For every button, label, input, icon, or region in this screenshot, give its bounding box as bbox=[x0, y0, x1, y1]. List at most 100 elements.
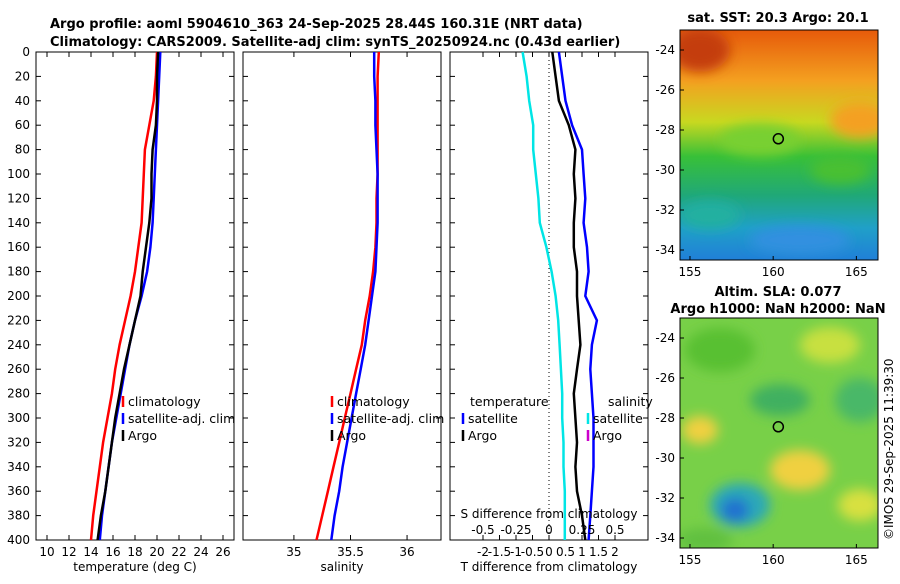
map-y-tick-label: -28 bbox=[655, 411, 675, 425]
map-y-tick-label: -28 bbox=[655, 123, 675, 137]
sla-map-title-line2: Argo h1000: NaN h2000: NaN bbox=[670, 302, 885, 317]
legend-title-temperature: temperature bbox=[470, 394, 549, 409]
plot-frame bbox=[35, 51, 235, 541]
y-tick-label: 60 bbox=[15, 118, 30, 132]
y-tick-label: 220 bbox=[7, 313, 30, 327]
map-x-tick-label: 165 bbox=[845, 265, 868, 279]
y-tick-label: 180 bbox=[7, 265, 30, 279]
x-tick-label: 10 bbox=[39, 545, 54, 559]
argo-position-marker bbox=[772, 421, 785, 433]
legend-label: Argo bbox=[593, 428, 622, 443]
map-y-tick-label: -32 bbox=[655, 491, 675, 505]
x-tick-label: 0 bbox=[545, 545, 553, 559]
diff-line-blue bbox=[557, 51, 599, 541]
map-y-tick-label: -30 bbox=[655, 163, 675, 177]
legend-label: climatology bbox=[128, 394, 201, 409]
sst-map-axes: 155 160 165 -24 -26 -28 -30 -32 -34 bbox=[655, 43, 867, 279]
map-y-tick-label: -26 bbox=[655, 371, 675, 385]
argo-position-marker bbox=[772, 133, 785, 145]
y-tick-label: 140 bbox=[7, 216, 30, 230]
map-y-tick-label: -30 bbox=[655, 451, 675, 465]
top-x-tick-label: 0 bbox=[545, 523, 553, 537]
diff-line-black bbox=[551, 51, 587, 541]
x-tick-label: -1.5 bbox=[488, 545, 511, 559]
difference-panel: -2-1.5-1-0.5 0 0.5 1 1.5 2T difference from c… bbox=[449, 51, 653, 574]
y-tick-label: 360 bbox=[7, 484, 30, 498]
x-axis-label: T difference from climatology bbox=[460, 560, 638, 574]
y-tick-label: 380 bbox=[7, 509, 30, 523]
temperature-panel: 10 12 14 16 18 20 22 24 26 temperature (deg C) 0 20… bbox=[7, 45, 235, 574]
y-tick-label: 160 bbox=[7, 240, 30, 254]
sst-map-title: sat. SST: 20.3 Argo: 20.1 bbox=[687, 11, 868, 26]
x-tick-label: -0.5 bbox=[521, 545, 544, 559]
x-tick-label: 14 bbox=[83, 545, 98, 559]
temp-line-red bbox=[89, 51, 159, 541]
legend-label: satellite bbox=[468, 411, 518, 426]
salinity-panel: 35 35.5 36 salinity climatology satellite-adj… bbox=[242, 51, 444, 574]
top-x-tick-label: 0.25 bbox=[569, 523, 596, 537]
top-x-axis-label: S difference from climatology bbox=[461, 507, 638, 521]
map-x-tick-label: 155 bbox=[679, 265, 702, 279]
top-x-tick-label: -0.5 bbox=[471, 523, 494, 537]
x-tick-label: 20 bbox=[149, 545, 164, 559]
imos-credit: ©IMOS 29-Sep-2025 11:39:30 bbox=[882, 358, 896, 540]
x-tick-label: 26 bbox=[215, 545, 230, 559]
x-axis-label: temperature (deg C) bbox=[73, 560, 196, 574]
legend-label: climatology bbox=[337, 394, 410, 409]
y-tick-label: 80 bbox=[15, 143, 30, 157]
map-x-tick-label: 155 bbox=[679, 553, 702, 567]
temp-line-black bbox=[96, 51, 160, 541]
map-y-tick-label: -32 bbox=[655, 203, 675, 217]
x-tick-label: 0.5 bbox=[556, 545, 575, 559]
x-tick-label: -2 bbox=[477, 545, 489, 559]
x-tick-label: 12 bbox=[61, 545, 76, 559]
sst-map-frame bbox=[679, 29, 879, 261]
legend-label: Argo bbox=[337, 428, 366, 443]
map-x-tick-label: 165 bbox=[845, 553, 868, 567]
y-tick-label: 260 bbox=[7, 362, 30, 376]
x-tick-label: 35.5 bbox=[337, 545, 364, 559]
header-line2: Climatology: CARS2009. Satellite-adj cli… bbox=[50, 35, 620, 50]
y-tick-label: 280 bbox=[7, 387, 30, 401]
diff-line-cyan bbox=[521, 51, 567, 540]
legend-label: satellite bbox=[593, 411, 643, 426]
x-tick-label: 36 bbox=[399, 545, 414, 559]
legend-label: Argo bbox=[128, 428, 157, 443]
x-tick-label: 1 bbox=[578, 545, 586, 559]
y-tick-label: 0 bbox=[22, 45, 30, 59]
sst-map-image bbox=[680, 30, 878, 260]
legend-label: satellite-adj. clim bbox=[128, 411, 235, 426]
legend-label: satellite-adj. clim bbox=[337, 411, 444, 426]
map-y-tick-label: -24 bbox=[655, 331, 675, 345]
map-y-tick-label: -34 bbox=[655, 243, 675, 257]
sal-line-red bbox=[315, 51, 381, 541]
sla-map-frame bbox=[679, 317, 879, 549]
map-y-tick-label: -24 bbox=[655, 43, 675, 57]
y-tick-label: 300 bbox=[7, 411, 30, 425]
x-tick-label: -1 bbox=[510, 545, 522, 559]
map-y-tick-label: -34 bbox=[655, 531, 675, 545]
sal-line-blue bbox=[330, 52, 379, 541]
legend-label: Argo bbox=[468, 428, 497, 443]
map-y-tick-label: -26 bbox=[655, 83, 675, 97]
map-x-tick-label: 160 bbox=[762, 265, 785, 279]
x-tick-label: 16 bbox=[105, 545, 120, 559]
plot-frame bbox=[242, 51, 442, 541]
y-tick-label: 40 bbox=[15, 94, 30, 108]
x-axis-label: salinity bbox=[320, 560, 363, 574]
x-tick-label: 35 bbox=[286, 545, 301, 559]
y-tick-label: 320 bbox=[7, 435, 30, 449]
map-x-tick-label: 160 bbox=[762, 553, 785, 567]
top-x-tick-label: 0.5 bbox=[605, 523, 624, 537]
sla-map-title-line1: Altim. SLA: 0.077 bbox=[715, 285, 842, 300]
y-tick-label: 100 bbox=[7, 167, 30, 181]
x-tick-label: 18 bbox=[127, 545, 142, 559]
x-tick-label: 2 bbox=[611, 545, 619, 559]
x-tick-label: 24 bbox=[193, 545, 208, 559]
header-line1: Argo profile: aoml 5904610_363 24-Sep-20… bbox=[50, 17, 583, 32]
y-tick-label: 200 bbox=[7, 289, 30, 303]
legend-title-salinity: salinity bbox=[608, 394, 653, 409]
x-tick-label: 22 bbox=[171, 545, 186, 559]
y-tick-label: 240 bbox=[7, 338, 30, 352]
